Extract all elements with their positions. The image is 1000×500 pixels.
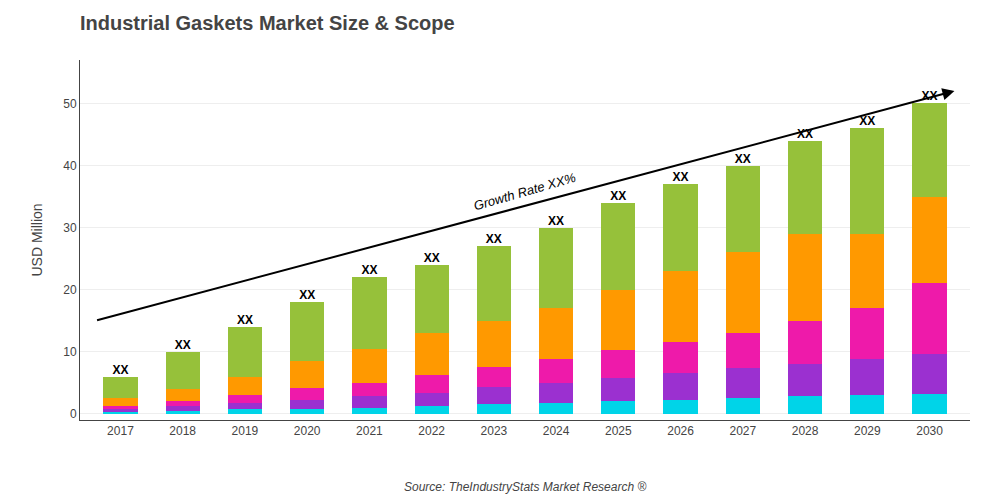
svg-text:30: 30: [63, 221, 77, 235]
svg-text:XX: XX: [797, 127, 813, 141]
svg-text:2025: 2025: [605, 424, 632, 438]
svg-text:XX: XX: [424, 251, 440, 265]
svg-text:10: 10: [63, 345, 77, 359]
svg-text:Growth Rate XX%: Growth Rate XX%: [472, 170, 578, 213]
svg-text:2021: 2021: [356, 424, 383, 438]
svg-text:20: 20: [63, 283, 77, 297]
svg-text:2029: 2029: [854, 424, 881, 438]
svg-text:2027: 2027: [729, 424, 756, 438]
svg-text:2017: 2017: [107, 424, 134, 438]
svg-text:XX: XX: [175, 338, 191, 352]
svg-text:XX: XX: [735, 152, 751, 166]
svg-text:2022: 2022: [418, 424, 445, 438]
svg-text:40: 40: [63, 159, 77, 173]
svg-text:2024: 2024: [543, 424, 570, 438]
svg-text:XX: XX: [922, 89, 938, 103]
svg-text:2028: 2028: [792, 424, 819, 438]
svg-text:2030: 2030: [916, 424, 943, 438]
svg-text:XX: XX: [486, 232, 502, 246]
svg-text:USD Million: USD Million: [29, 203, 45, 276]
svg-text:50: 50: [63, 97, 77, 111]
svg-text:Source: TheIndustryStats Marke: Source: TheIndustryStats Market Research…: [404, 480, 646, 494]
svg-text:XX: XX: [673, 170, 689, 184]
svg-text:XX: XX: [361, 263, 377, 277]
svg-text:XX: XX: [548, 214, 564, 228]
svg-text:2023: 2023: [481, 424, 508, 438]
svg-text:XX: XX: [610, 189, 626, 203]
svg-text:2018: 2018: [169, 424, 196, 438]
svg-text:0: 0: [70, 407, 77, 421]
svg-text:Industrial Gaskets Market Size: Industrial Gaskets Market Size & Scope: [80, 12, 455, 34]
svg-text:2026: 2026: [667, 424, 694, 438]
svg-text:2019: 2019: [232, 424, 259, 438]
svg-text:XX: XX: [237, 313, 253, 327]
svg-text:XX: XX: [859, 114, 875, 128]
svg-text:XX: XX: [299, 288, 315, 302]
svg-text:XX: XX: [112, 363, 128, 377]
svg-text:2020: 2020: [294, 424, 321, 438]
